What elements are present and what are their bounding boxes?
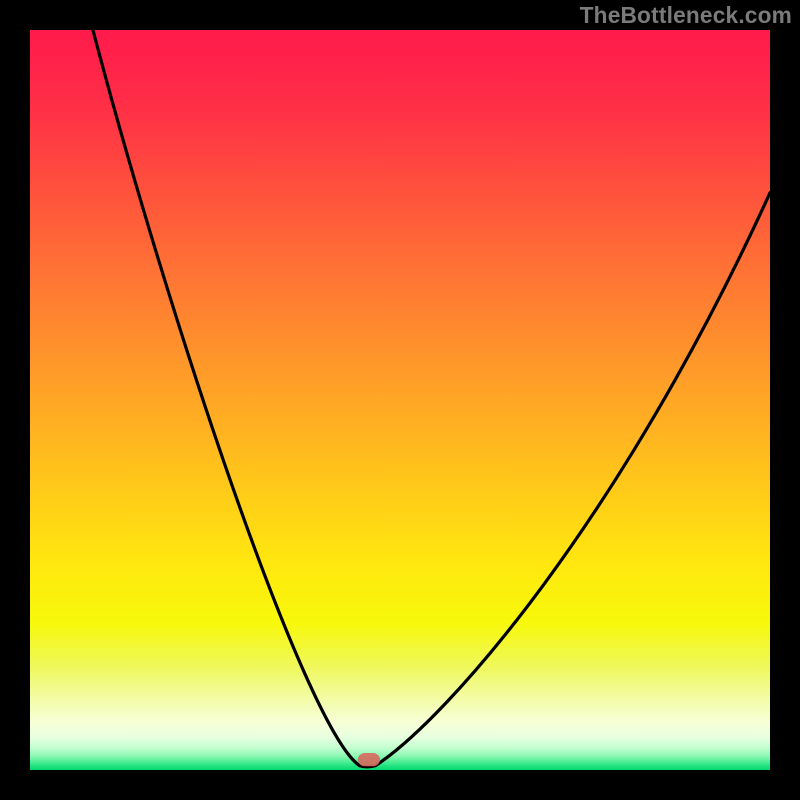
figure-root: TheBottleneck.com xyxy=(0,0,800,800)
optimum-marker xyxy=(358,753,380,766)
bottleneck-chart xyxy=(0,0,800,800)
gradient-background xyxy=(30,30,770,770)
